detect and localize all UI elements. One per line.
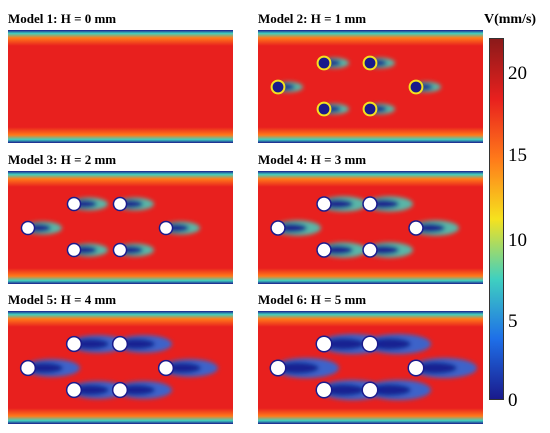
obstacle (317, 383, 331, 397)
colorbar (489, 38, 504, 400)
panel-title: Model 4: H = 3 mm (258, 152, 367, 167)
wake-core (367, 384, 411, 396)
obstacle (113, 337, 127, 351)
obstacle (318, 57, 330, 69)
panel-model-3: Model 3: H = 2 mm (8, 152, 233, 284)
wake-core (367, 338, 411, 350)
panel-model-1: Model 1: H = 0 mm (8, 11, 233, 143)
obstacle (409, 221, 423, 235)
obstacle (67, 337, 81, 351)
obstacle (22, 222, 34, 234)
obstacle (317, 243, 331, 257)
obstacle (21, 361, 35, 375)
velocity-field-plot (258, 311, 483, 424)
obstacle (364, 103, 376, 115)
colorbar-tick: 5 (508, 311, 518, 332)
velocity-field-plot (8, 311, 233, 424)
obstacle (363, 383, 377, 397)
obstacle (68, 244, 80, 256)
obstacle (317, 337, 331, 351)
obstacle (364, 57, 376, 69)
obstacle (271, 221, 285, 235)
obstacle (159, 361, 173, 375)
panel-model-2: Model 2: H = 1 mm (258, 11, 483, 143)
obstacle (68, 198, 80, 210)
wake-core (275, 362, 319, 374)
obstacle (114, 198, 126, 210)
panel-title: Model 2: H = 1 mm (258, 11, 367, 26)
obstacle (113, 383, 127, 397)
obstacle (409, 361, 423, 375)
obstacle (363, 243, 377, 257)
wake-core (413, 362, 457, 374)
panel-model-5: Model 5: H = 4 mm (8, 292, 233, 424)
panel-title: Model 3: H = 2 mm (8, 152, 117, 167)
wake-core (321, 338, 365, 350)
colorbar-tick: 15 (508, 145, 527, 166)
velocity-field-plot (258, 30, 483, 143)
obstacle (160, 222, 172, 234)
colorbar-title: V(mm/s) (484, 12, 537, 27)
obstacle (67, 383, 81, 397)
velocity-field-plot (258, 171, 483, 284)
colorbar-tick: 10 (508, 230, 527, 251)
panel-title: Model 1: H = 0 mm (8, 11, 117, 26)
obstacle (272, 81, 284, 93)
panel-model-4: Model 4: H = 3 mm (258, 152, 483, 284)
channel-background (8, 30, 233, 143)
panel-title: Model 6: H = 5 mm (258, 292, 367, 307)
obstacle (318, 103, 330, 115)
colorbar-tick: 20 (508, 63, 527, 84)
obstacle (114, 244, 126, 256)
obstacle (271, 361, 285, 375)
panel-title: Model 5: H = 4 mm (8, 292, 117, 307)
obstacle (410, 81, 422, 93)
wake-core (321, 384, 365, 396)
colorbar-tick: 0 (508, 390, 518, 411)
obstacle (317, 197, 331, 211)
panel-model-6: Model 6: H = 5 mm (258, 292, 483, 424)
obstacle (363, 197, 377, 211)
velocity-field-plot (8, 30, 233, 143)
obstacle (363, 337, 377, 351)
velocity-field-plot (8, 171, 233, 284)
